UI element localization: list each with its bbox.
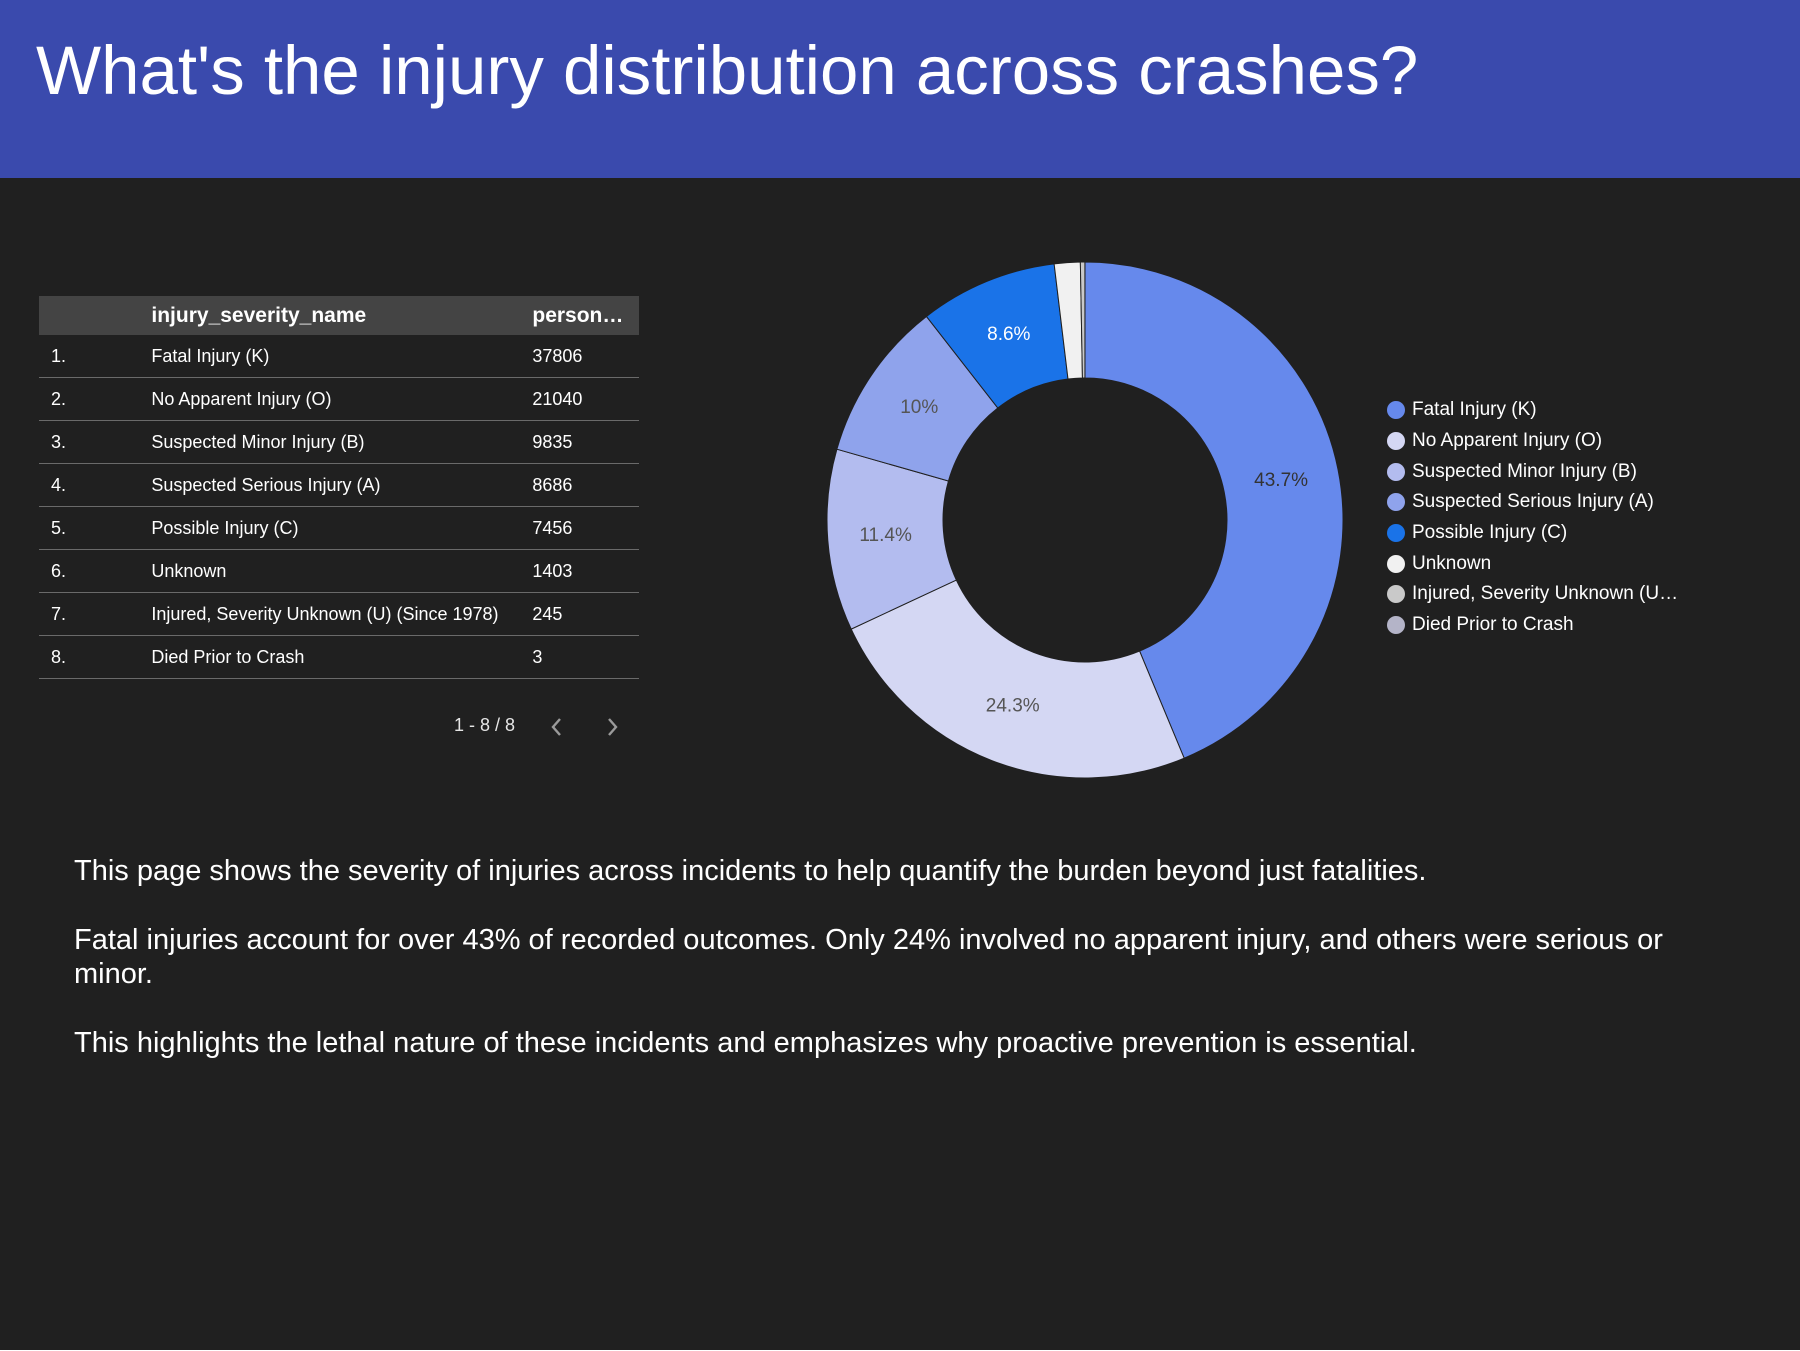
row-persons-value: 1403 <box>532 549 639 593</box>
legend-swatch <box>1387 616 1405 635</box>
legend-swatch <box>1387 432 1405 451</box>
row-persons-value: 3 <box>532 635 639 679</box>
legend-item[interactable]: Suspected Serious Injury (A) <box>1387 487 1777 518</box>
legend-item[interactable]: Fatal Injury (K) <box>1387 395 1777 426</box>
legend-label: Injured, Severity Unknown (U… <box>1412 583 1679 605</box>
table-body: 1. Fatal Injury (K) 37806 2. No Apparent Inj… <box>39 335 639 679</box>
row-persons-value: 7456 <box>532 506 639 550</box>
legend-swatch <box>1387 585 1405 604</box>
row-index: 4. <box>39 463 152 507</box>
injury-table: injury_severity_name person… 1. Fatal Inj… <box>39 296 639 679</box>
description-paragraph: This page shows the severity of injuries… <box>74 855 1427 887</box>
legend-swatch <box>1387 524 1405 543</box>
table-pagination: 1 - 8 / 8 <box>39 712 639 742</box>
slice-percent-label: 8.6% <box>987 324 1030 345</box>
row-persons-value: 21040 <box>532 377 639 421</box>
row-persons-value: 37806 <box>532 335 639 378</box>
row-index: 7. <box>39 592 152 636</box>
row-injury-severity-name: Injured, Severity Unknown (U) (Since 197… <box>151 592 533 636</box>
row-persons-value: 8686 <box>532 463 639 507</box>
legend-swatch <box>1387 401 1405 420</box>
donut-slice[interactable] <box>850 579 1185 779</box>
row-injury-severity-name: Unknown <box>151 549 533 593</box>
chart-legend: Fatal Injury (K) No Apparent Injury (O) Su… <box>1387 395 1777 641</box>
table-row[interactable]: 8. Died Prior to Crash 3 <box>39 635 639 679</box>
row-index: 8. <box>39 635 152 679</box>
row-index: 1. <box>39 335 152 378</box>
row-injury-severity-name: Suspected Serious Injury (A) <box>151 463 533 507</box>
column-header-persons[interactable]: person… <box>532 303 624 327</box>
slice-percent-label: 43.7% <box>1254 470 1308 491</box>
table-row[interactable]: 1. Fatal Injury (K) 37806 <box>39 335 639 378</box>
table-row[interactable]: 7. Injured, Severity Unknown (U) (Since 1… <box>39 592 639 636</box>
legend-swatch <box>1387 493 1405 512</box>
table-row[interactable]: 3. Suspected Minor Injury (B) 9835 <box>39 420 639 464</box>
legend-label: No Apparent Injury (O) <box>1412 430 1603 452</box>
table-row[interactable]: 6. Unknown 1403 <box>39 549 639 593</box>
row-index: 6. <box>39 549 152 593</box>
slice-percent-label: 24.3% <box>986 695 1040 716</box>
legend-label: Fatal Injury (K) <box>1412 399 1537 421</box>
donut-slice[interactable] <box>1084 261 1344 759</box>
row-injury-severity-name: Died Prior to Crash <box>151 635 533 679</box>
table-row[interactable]: 2. No Apparent Injury (O) 21040 <box>39 377 639 421</box>
row-injury-severity-name: Possible Injury (C) <box>151 506 533 550</box>
previous-page-button[interactable] <box>542 712 572 742</box>
table-row[interactable]: 5. Possible Injury (C) 7456 <box>39 506 639 550</box>
legend-label: Suspected Minor Injury (B) <box>1412 460 1637 482</box>
description-paragraph: Fatal injuries account for over 43% of r… <box>74 924 1663 990</box>
legend-item[interactable]: Possible Injury (C) <box>1387 518 1777 549</box>
row-injury-severity-name: No Apparent Injury (O) <box>151 377 533 421</box>
description-paragraph: This highlights the lethal nature of the… <box>74 1027 1417 1059</box>
header-banner: What's the injury distribution across cr… <box>0 0 1800 178</box>
row-persons-value: 9835 <box>532 420 639 464</box>
data-table: injury_severity_name person… 1. Fatal Inj… <box>39 296 639 679</box>
legend-item[interactable]: Injured, Severity Unknown (U… <box>1387 579 1777 610</box>
legend-label: Suspected Serious Injury (A) <box>1412 491 1654 513</box>
donut-slices <box>826 261 1344 779</box>
injury-donut-chart: 43.7% 24.3% 11.4% 10% 8.6% <box>826 261 1344 779</box>
slice-percent-label: 10% <box>900 397 938 418</box>
description-text: This page shows the severity of injuries… <box>74 854 1714 1095</box>
legend-label: Unknown <box>1412 552 1492 574</box>
legend-label: Died Prior to Crash <box>1412 614 1574 636</box>
column-header-index <box>39 296 151 335</box>
row-index: 5. <box>39 506 152 550</box>
slice-percent-label: 11.4% <box>859 525 912 546</box>
row-injury-severity-name: Suspected Minor Injury (B) <box>151 420 533 464</box>
row-index: 2. <box>39 377 152 421</box>
row-injury-severity-name: Fatal Injury (K) <box>151 335 533 378</box>
legend-item[interactable]: Suspected Minor Injury (B) <box>1387 456 1777 487</box>
legend-item[interactable]: No Apparent Injury (O) <box>1387 426 1777 457</box>
legend-swatch <box>1387 462 1405 481</box>
chevron-left-icon <box>551 718 561 736</box>
next-page-button[interactable] <box>597 712 627 742</box>
table-row[interactable]: 4. Suspected Serious Injury (A) 8686 <box>39 463 639 507</box>
legend-item[interactable]: Died Prior to Crash <box>1387 610 1777 641</box>
row-persons-value: 245 <box>532 592 639 636</box>
pagination-range: 1 - 8 / 8 <box>454 715 516 735</box>
column-header-injury-severity-name[interactable]: injury_severity_name <box>151 303 367 327</box>
donut-slice-labels: 43.7% 24.3% 11.4% 10% 8.6% <box>859 324 1308 716</box>
table-header-row: injury_severity_name person… <box>39 296 639 335</box>
legend-swatch <box>1387 554 1405 573</box>
legend-label: Possible Injury (C) <box>1412 522 1568 544</box>
row-index: 3. <box>39 420 152 464</box>
page-title: What's the injury distribution across cr… <box>36 32 1419 109</box>
legend-item[interactable]: Unknown <box>1387 548 1777 579</box>
chevron-right-icon <box>608 718 618 736</box>
